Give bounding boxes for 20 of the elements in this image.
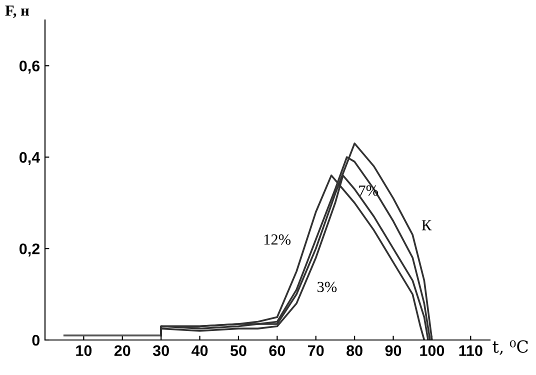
y-tick-label: 0 (32, 334, 40, 346)
x-tick-label: 40 (192, 345, 208, 356)
x-tick-label: 30 (152, 345, 169, 356)
x-tick-label: 100 (420, 345, 444, 356)
annotation: 12% (264, 234, 291, 245)
x-tick-label: 80 (346, 345, 362, 356)
y-axis-title: F, н (5, 6, 29, 18)
x-tick-label: 90 (385, 345, 402, 356)
x-tick-label: 60 (269, 345, 286, 356)
x-tick-label: 20 (114, 345, 130, 356)
x-axis-title: t, ⁰C (492, 340, 528, 355)
x-tick-label: 110 (459, 345, 482, 356)
x-tick-label: 10 (76, 345, 92, 356)
y-tick-label: 0,4 (20, 152, 40, 166)
annotation: К (422, 220, 432, 230)
y-tick-label: 0,2 (20, 243, 40, 256)
x-tick-label: 70 (308, 345, 324, 356)
x-tick-label: 50 (230, 345, 246, 356)
y-tick-label: 0,6 (20, 60, 40, 74)
annotation: 3% (318, 282, 337, 292)
